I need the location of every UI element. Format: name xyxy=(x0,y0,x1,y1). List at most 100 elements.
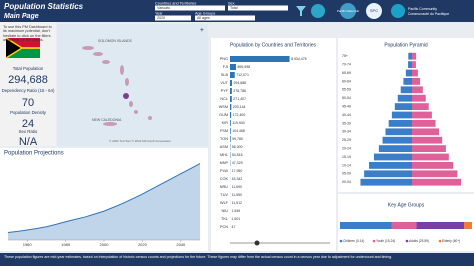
y-tick-label: PNG xyxy=(220,57,228,61)
pyramid-bar[interactable] xyxy=(412,170,458,178)
pyramid-bar[interactable] xyxy=(364,170,412,178)
legend-label: Elderly (60+) xyxy=(442,239,460,243)
pyramid-bar[interactable] xyxy=(405,69,412,77)
bar[interactable] xyxy=(230,96,232,102)
y-tick-label: 50-54 xyxy=(342,96,351,100)
stacked-segment[interactable] xyxy=(391,222,417,229)
pyramid-bar[interactable] xyxy=(382,136,412,144)
y-tick-label: PYF xyxy=(221,89,229,93)
pyramid-bar[interactable] xyxy=(412,52,417,60)
legend-swatch xyxy=(372,239,376,243)
y-tick-label: 20-24 xyxy=(342,147,351,151)
y-tick-label: COK xyxy=(220,177,229,181)
slider-handle[interactable] xyxy=(254,240,260,246)
pyramid-bar[interactable] xyxy=(385,128,412,136)
stacked-segment[interactable] xyxy=(340,222,392,229)
pyramid-bar[interactable] xyxy=(403,78,412,85)
logo-text: Pacific Community xyxy=(408,7,437,11)
pyramid-bar[interactable] xyxy=(408,61,412,68)
filter-dropdown[interactable] xyxy=(155,15,191,21)
area-fill xyxy=(8,163,200,240)
y-tick-label: TON xyxy=(220,137,228,141)
pyramid-bar[interactable] xyxy=(397,94,412,102)
bar-panel xyxy=(211,38,336,251)
bar[interactable] xyxy=(230,80,232,86)
filter-dropdown[interactable] xyxy=(155,5,225,11)
kpi-value: 294,688 xyxy=(8,74,48,86)
pyramid-bar[interactable] xyxy=(412,78,421,85)
y-tick-label: NCL xyxy=(220,97,228,101)
legend-swatch xyxy=(405,239,409,243)
pyramid-bar[interactable] xyxy=(412,162,454,169)
map-label: NEW CALEDONIA xyxy=(92,118,122,122)
pyramid-bar[interactable] xyxy=(412,178,462,186)
pyramid-bar[interactable] xyxy=(412,86,423,94)
filter-value: 2020 xyxy=(157,16,165,20)
bar[interactable] xyxy=(230,72,235,78)
pyramid-bar[interactable] xyxy=(412,120,436,127)
pyramid-bar[interactable] xyxy=(391,111,412,119)
pyramid-bar[interactable] xyxy=(412,94,426,102)
pyramid-bar[interactable] xyxy=(412,111,432,119)
map-panel[interactable] xyxy=(57,24,208,146)
filter-dropdown[interactable] xyxy=(195,15,255,21)
value-label: 119,940 xyxy=(232,121,244,125)
bar[interactable] xyxy=(230,104,232,110)
pyramid-bar[interactable] xyxy=(412,136,443,144)
y-tick-label: 60-64 xyxy=(342,79,351,83)
kpi-label: Dependency Ratio (15 - 64) xyxy=(2,88,55,93)
filter-value: Total xyxy=(230,6,238,10)
value-label: 271,407 xyxy=(233,97,246,101)
pyramid-bar[interactable] xyxy=(412,103,429,110)
area-line xyxy=(7,163,201,234)
bar[interactable] xyxy=(230,64,236,70)
footer-bar xyxy=(0,253,474,266)
bar[interactable] xyxy=(230,128,231,134)
pyramid-bar[interactable] xyxy=(412,153,449,161)
value-label: 47 xyxy=(232,225,236,229)
bar[interactable] xyxy=(230,120,231,126)
kpi-label: Population Density xyxy=(10,110,47,115)
pyramid-bar[interactable] xyxy=(388,120,412,127)
stacked-segment[interactable] xyxy=(464,222,472,229)
pyramid-bar[interactable] xyxy=(394,103,412,110)
bar[interactable] xyxy=(230,88,232,94)
bar[interactable] xyxy=(230,136,231,142)
filter-dropdown[interactable] xyxy=(228,5,288,11)
x-tick-label: 2020 xyxy=(138,242,148,247)
legend-label: Youth (15-24) xyxy=(376,239,395,243)
footnote: These population figures are mid-year es… xyxy=(4,255,393,259)
y-tick-label: 00-04 xyxy=(342,180,351,184)
y-tick-label: 30-34 xyxy=(342,130,351,134)
value-label: 200,144 xyxy=(233,105,246,109)
bar[interactable] xyxy=(230,112,232,118)
pyramid-bar[interactable] xyxy=(408,52,412,60)
kpi-label: Sex Ratio xyxy=(19,129,38,134)
value-label: 99,780 xyxy=(232,137,243,141)
map-zoom[interactable]: + xyxy=(200,27,204,34)
pyramid-bar[interactable] xyxy=(373,153,412,161)
kpi-value: 70 xyxy=(22,97,34,109)
pyramid-bar[interactable] xyxy=(412,145,446,152)
page-subtitle: Main Page xyxy=(4,13,39,20)
pyramid-bar[interactable] xyxy=(378,145,412,152)
pyramid-bar[interactable] xyxy=(400,86,412,94)
bar[interactable] xyxy=(230,56,290,62)
logo-spc xyxy=(366,3,382,19)
filter-value: All ages xyxy=(197,16,210,20)
y-tick-label: KIR xyxy=(222,121,229,125)
filter-icon[interactable] xyxy=(296,6,306,16)
pyramid-bar[interactable] xyxy=(360,178,412,186)
y-tick-label: 75+ xyxy=(342,54,348,58)
y-tick-label: TUV xyxy=(220,193,228,197)
chart-title: Population Projections xyxy=(4,151,64,157)
y-tick-label: 05-09 xyxy=(342,172,351,176)
pyramid-bar[interactable] xyxy=(412,128,439,136)
chart-title: Key Age Groups xyxy=(388,202,425,208)
stacked-segment[interactable] xyxy=(416,222,465,229)
logo-globe xyxy=(311,4,325,18)
pyramid-bar[interactable] xyxy=(369,162,412,169)
y-tick-label: SLB xyxy=(221,73,229,77)
pyramid-bar[interactable] xyxy=(412,61,416,68)
pyramid-bar[interactable] xyxy=(412,69,418,77)
